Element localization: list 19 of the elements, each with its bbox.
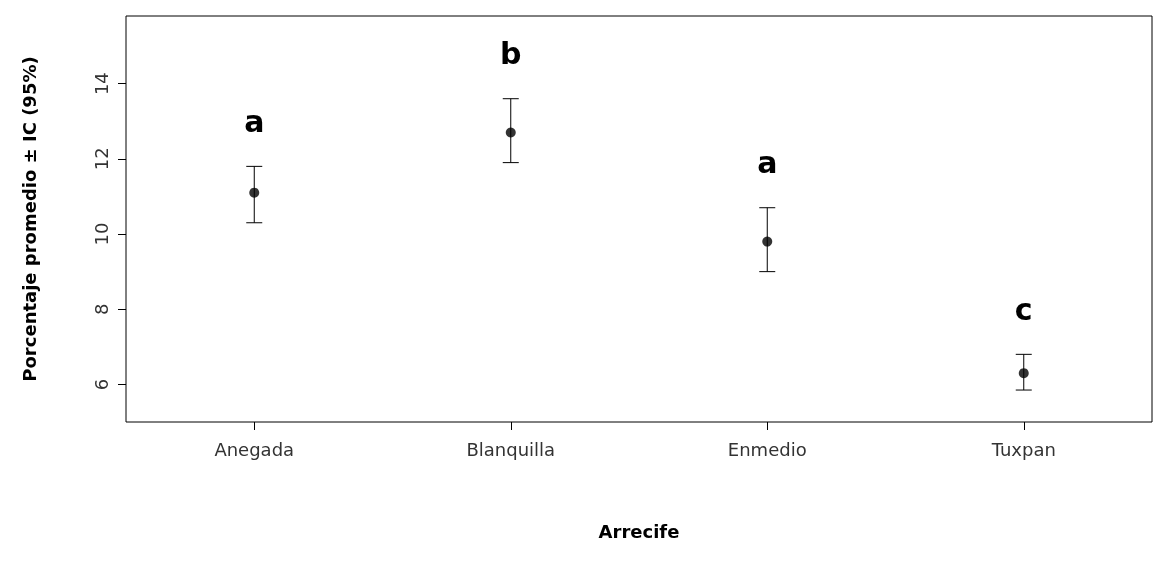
- x-tick-label: Anegada: [214, 438, 295, 460]
- annotation: c: [1014, 291, 1033, 327]
- x-tick-label: Enmedio: [727, 438, 807, 460]
- annotation: b: [500, 36, 522, 72]
- point: [762, 236, 773, 247]
- annotation: a: [244, 103, 265, 139]
- x-tick-label: Blanquilla: [466, 438, 556, 460]
- y-tick-label: 14: [90, 72, 112, 96]
- x-tick-label: Tuxpan: [990, 438, 1056, 460]
- point: [505, 127, 516, 138]
- y-tick-label: 6: [90, 378, 112, 391]
- x-axis-title: Arrecife: [598, 520, 680, 542]
- y-tick-label: 8: [90, 303, 112, 315]
- y-axis-title: Porcentaje promedio ± IC (95%): [18, 56, 40, 382]
- y-tick-label: 10: [90, 222, 112, 246]
- point: [249, 187, 260, 198]
- annotation: a: [757, 145, 778, 181]
- y-tick-label: 12: [90, 147, 112, 171]
- point: [1018, 368, 1029, 379]
